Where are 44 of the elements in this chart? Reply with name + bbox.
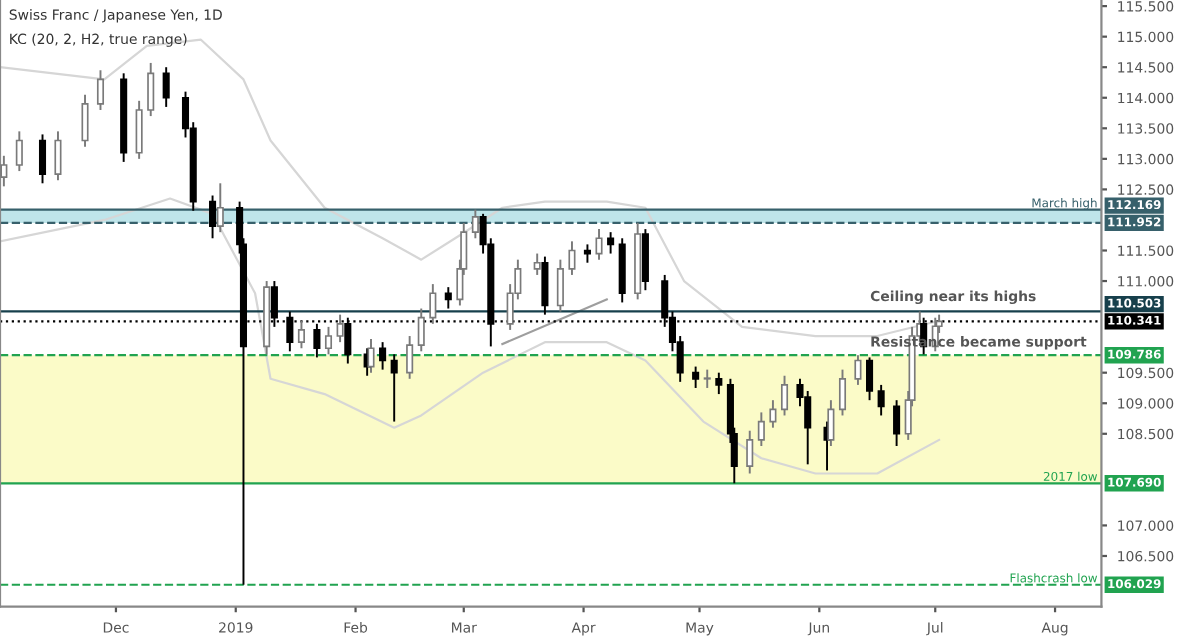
candlestick	[135, 99, 143, 160]
candlestick	[390, 353, 398, 423]
candlestick	[367, 338, 375, 374]
candlestick	[827, 399, 835, 447]
candlestick	[769, 399, 777, 429]
candlestick	[568, 240, 576, 276]
candlestick	[15, 130, 23, 173]
candlestick	[780, 374, 789, 417]
candlestick	[541, 255, 549, 316]
candlestick	[854, 354, 862, 386]
candlestick	[313, 322, 321, 359]
candlestick	[406, 335, 414, 380]
candlestick	[216, 182, 224, 234]
candlestick	[297, 319, 305, 350]
candlestick	[838, 368, 847, 417]
candlestick	[162, 66, 170, 108]
candlestick	[866, 356, 874, 402]
candlestick	[595, 228, 603, 261]
candlestick	[147, 61, 155, 118]
candlestick	[703, 368, 711, 389]
candlestick	[54, 130, 62, 182]
candlestick	[746, 429, 754, 475]
candlestick	[692, 365, 700, 389]
candlestick	[533, 252, 541, 276]
candlestick	[38, 133, 47, 185]
candlestick	[336, 313, 344, 344]
candlestick	[877, 383, 885, 417]
candlestick	[471, 208, 479, 240]
candlestick	[81, 93, 89, 148]
candlestick	[583, 243, 591, 264]
candlestick	[324, 325, 333, 356]
candlestick	[641, 228, 649, 292]
candlestick	[556, 258, 564, 313]
candlestick	[444, 286, 452, 310]
candlestick	[607, 231, 615, 255]
candlestick	[96, 69, 105, 111]
candlestick	[417, 307, 425, 353]
candlestick	[209, 194, 217, 240]
candlestick	[893, 399, 901, 447]
candlestick	[379, 341, 387, 371]
candlestick	[715, 371, 723, 396]
candlestick	[429, 283, 437, 325]
candlestick	[757, 411, 765, 447]
candlestick	[0, 154, 8, 188]
